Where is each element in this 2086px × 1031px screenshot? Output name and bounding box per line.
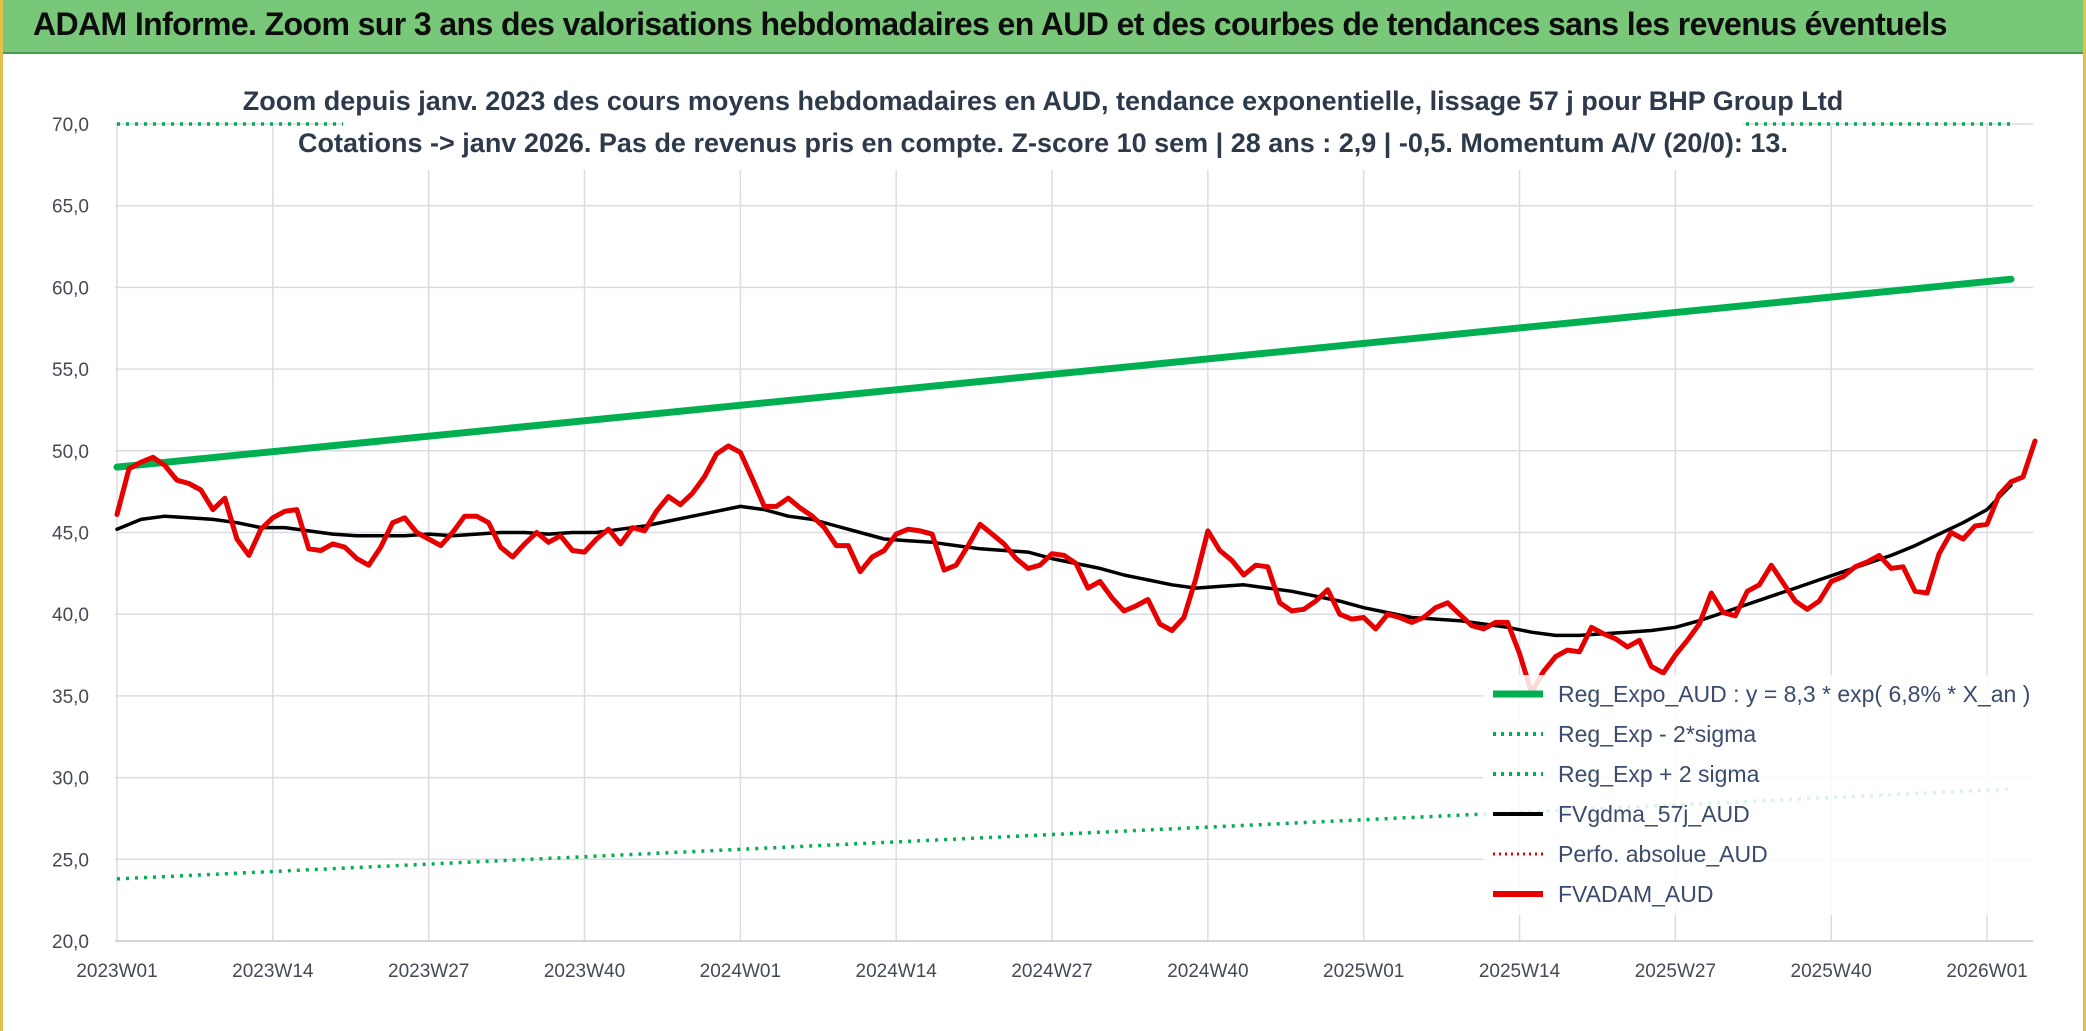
reg-exp-minus-line [116,787,2012,881]
x-tick-label: 2024W01 [700,961,781,982]
chart-subtitle-line2: Cotations -> janv 2026. Pas de revenus p… [298,128,1788,158]
x-tick-label: 2024W14 [856,961,938,982]
y-tick-label: 20,0 [52,932,89,953]
legend-label-fvadam: FVADAM_AUD [1558,881,1714,907]
y-tick-label: 70,0 [52,115,89,136]
y-tick-label: 35,0 [52,687,89,708]
x-tick-label: 2023W14 [232,961,314,982]
x-tick-label: 2023W01 [76,961,157,982]
y-tick-label: 60,0 [52,278,89,299]
chart-subtitle-line1: Zoom depuis janv. 2023 des cours moyens … [243,86,1843,116]
y-tick-label: 55,0 [52,360,89,381]
y-tick-label: 25,0 [52,850,89,871]
x-tick-label: 2024W27 [1011,961,1092,982]
legend-label-reg-exp-plus: Reg_Exp + 2 sigma [1558,761,1760,787]
x-tick-label: 2025W27 [1635,961,1716,982]
subtitle-background [343,78,1743,170]
legend-background [1483,675,2033,915]
legend-label-perfo: Perfo. absolue_AUD [1558,841,1768,867]
line-chart: 20,0 25,0 30,0 35,0 40,0 45,0 50,0 55,0 60,0 65,0… [52,78,2038,982]
chart-series [113,122,2038,881]
y-tick-label: 50,0 [52,442,89,463]
legend-label-fvgdma: FVgdma_57j_AUD [1558,801,1750,827]
chart-axes: 20,0 25,0 30,0 35,0 40,0 45,0 50,0 55,0 60,0 65,0… [52,115,2033,982]
fvgdma-line [115,483,2013,638]
x-tick-label: 2024W40 [1167,961,1248,982]
x-tick-label: 2023W40 [544,961,625,982]
report-title: ADAM Informe. Zoom sur 3 ans des valoris… [33,6,1947,42]
x-tick-label: 2025W01 [1323,961,1404,982]
y-tick-label: 65,0 [52,197,89,218]
reg-expo-line [113,275,2015,471]
x-tick-label: 2023W27 [388,961,469,982]
report-banner: ADAM Informe. Zoom sur 3 ans des valoris… [3,0,2083,54]
y-tick-label: 30,0 [52,769,89,790]
chart-legend: Reg_Expo_AUD : y = 8,3 * exp( 6,8% * X_a… [1483,675,2033,915]
x-tick-label: 2025W14 [1479,961,1561,982]
x-tick-label: 2025W40 [1791,961,1872,982]
x-tick-label: 2026W01 [1946,961,2027,982]
y-tick-label: 40,0 [52,605,89,626]
legend-label-reg-exp-minus: Reg_Exp - 2*sigma [1558,721,1756,747]
fvadam-line [114,438,2038,696]
legend-label-reg-expo: Reg_Expo_AUD : y = 8,3 * exp( 6,8% * X_a… [1558,681,2030,707]
y-tick-label: 45,0 [52,524,89,545]
